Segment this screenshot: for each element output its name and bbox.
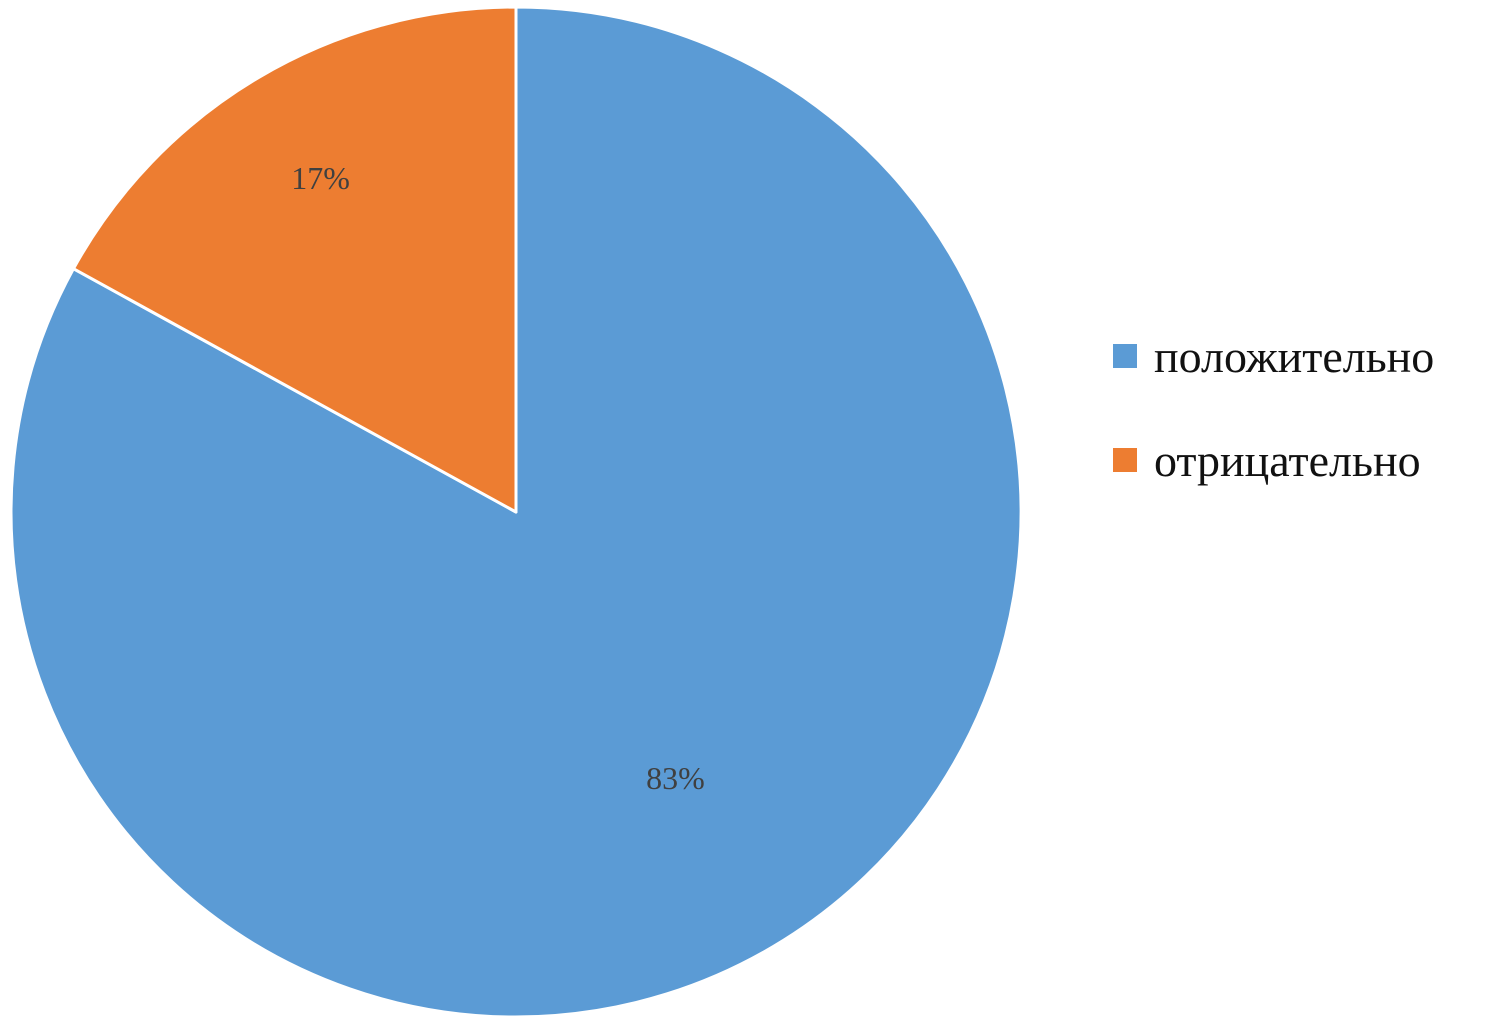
data-label-negative: 17% bbox=[291, 160, 350, 196]
legend-item-negative: отрицательно bbox=[1112, 431, 1434, 489]
pie-chart: 83% 17% bbox=[9, 5, 1023, 1016]
pie-slices bbox=[9, 5, 1023, 1016]
legend-label-positive: положительно bbox=[1154, 330, 1435, 382]
pie-slice-positive bbox=[9, 5, 1023, 1016]
pie-slice-negative bbox=[71, 5, 518, 514]
data-label-positive: 83% bbox=[646, 760, 705, 796]
legend: положительно отрицательно bbox=[1112, 327, 1434, 535]
legend-swatch-positive bbox=[1112, 343, 1138, 369]
pie-data-labels: 83% 17% bbox=[291, 160, 704, 796]
legend-swatch-negative bbox=[1112, 447, 1138, 473]
legend-item-positive: положительно bbox=[1112, 327, 1434, 385]
legend-label-negative: отрицательно bbox=[1154, 434, 1421, 486]
